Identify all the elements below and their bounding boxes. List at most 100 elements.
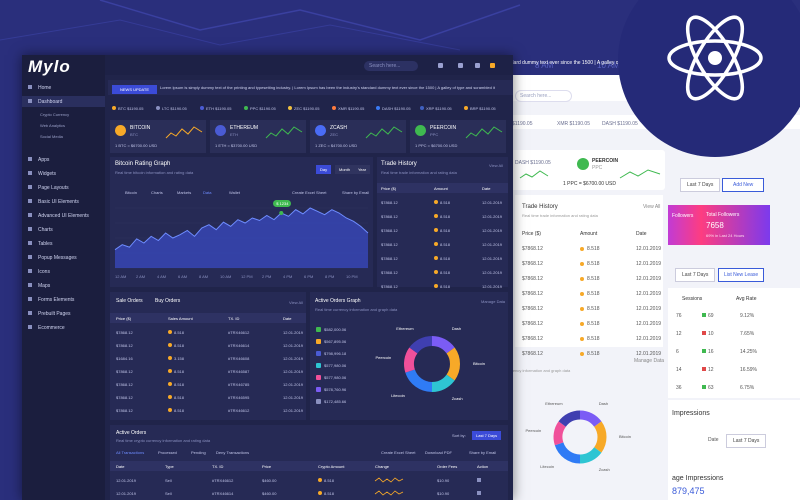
view-all[interactable]: View All (489, 163, 503, 168)
cell: #TRX46595 (228, 395, 250, 400)
sidebar-item[interactable]: Page Layouts (38, 185, 69, 191)
cell: 8.518 (587, 291, 600, 297)
legend-value: $577,980.06 (324, 363, 347, 368)
sparkline (165, 126, 203, 139)
news-label: NEWS UPDATE (112, 85, 158, 94)
x-label: 10 PM (346, 274, 358, 279)
sidebar-subitem[interactable]: Crypto Currency (40, 112, 70, 117)
legend-icon (316, 375, 321, 380)
sidebar-item[interactable]: Icons (38, 269, 50, 275)
table-head (110, 461, 508, 471)
sidebar-item[interactable]: Advanced UI Elements (38, 213, 89, 219)
sidebar-item[interactable]: Ecommerce (38, 325, 65, 331)
sidebar-icon (28, 269, 32, 273)
filter[interactable]: Charts (151, 190, 163, 195)
filter[interactable]: Bitcoin (125, 190, 138, 195)
tab[interactable]: Processed (158, 450, 177, 455)
add-button[interactable]: Add New (722, 178, 765, 192)
donut-segment (553, 421, 567, 446)
tab[interactable]: Buy Orders (155, 298, 181, 304)
sidebar-item[interactable]: Basic UI Elements (38, 199, 79, 205)
range-select[interactable]: Last 7 Days (726, 434, 767, 448)
sidebar-subitem[interactable]: Social Media (40, 134, 63, 139)
cell: $7868.12 (381, 200, 398, 205)
ticker-item: BRP $1190.05 (470, 106, 496, 111)
column-header: Date (283, 316, 292, 321)
tab[interactable]: Month (335, 165, 355, 174)
view-all[interactable]: View All (289, 300, 303, 305)
sidebar-item[interactable]: Forms Elements (38, 297, 75, 303)
cell: 8.518 (440, 242, 451, 247)
sidebar-item[interactable]: Popup Messages (38, 255, 77, 261)
range-select[interactable]: Last 7 Days (680, 178, 721, 192)
cell: 14 (676, 367, 682, 373)
sidebar-item[interactable]: Home (38, 85, 52, 91)
leads-button[interactable]: List New Lease (718, 268, 765, 282)
x-label: 4 AM (157, 274, 167, 279)
graphic (374, 490, 404, 496)
search-box[interactable]: Search here... (515, 90, 573, 102)
action[interactable]: Share by Email (469, 450, 497, 455)
filter[interactable]: Wallet (229, 190, 240, 195)
sidebar-item[interactable]: Apps (38, 157, 50, 163)
manage-link[interactable]: Manage Data (481, 299, 506, 304)
view-all[interactable]: View All (643, 204, 661, 210)
followers-title: Total Followers (706, 212, 740, 218)
cell: $7868.12 (522, 351, 543, 357)
tab[interactable]: Day (316, 165, 332, 174)
cell: 8.518 (587, 261, 600, 267)
sidebar-item[interactable]: Prebuilt Pages (38, 311, 71, 317)
graphic (465, 126, 503, 139)
cell: 12.01.2019 (482, 228, 503, 233)
cell: 12.01.2019 (116, 491, 137, 496)
cell: 12.01.2019 (283, 330, 304, 335)
logo: Mylo (28, 57, 71, 76)
cell: $7868.12 (381, 270, 398, 275)
sort-select[interactable]: Last 7 Days (472, 431, 502, 440)
cell: 12.01.2019 (482, 284, 503, 289)
filter[interactable]: Data (203, 190, 212, 195)
action[interactable]: Create Excel Sheet (381, 450, 416, 455)
news-bar (108, 80, 513, 95)
sidebar-item[interactable]: Tables (38, 241, 53, 247)
coin-icon (415, 125, 426, 136)
action[interactable]: Create Excel Sheet (292, 190, 327, 195)
tab[interactable]: Year (354, 165, 371, 174)
sidebar-item[interactable]: Dashboard (38, 99, 63, 105)
sparkline (365, 126, 403, 139)
sidebar-item[interactable]: Widgets (38, 171, 57, 177)
tab[interactable]: All Transactions (116, 450, 145, 455)
donut-segment (431, 336, 455, 354)
coin-rate: 1 PPC = $6700.00 USD (415, 143, 458, 148)
cell: 14.25% (740, 349, 757, 355)
sidebar-item[interactable]: Charts (38, 227, 53, 233)
cell: $7868.12 (381, 242, 398, 247)
tab[interactable]: Pending (191, 450, 206, 455)
legend-value: $567,895.06 (324, 339, 347, 344)
action[interactable]: Share by Email (342, 190, 370, 195)
manage-link[interactable]: Manage Data (634, 358, 665, 364)
tab[interactable]: Deny Transactions (216, 450, 250, 455)
filter[interactable]: Markets (177, 190, 192, 195)
cell: 8.518 (174, 343, 185, 348)
tab[interactable]: Sale Orders (116, 298, 143, 304)
cell: 12 (708, 367, 714, 373)
sidebar-item[interactable]: Maps (38, 283, 51, 289)
cell: 8.518 (324, 478, 335, 483)
x-label: 8 AM (199, 274, 209, 279)
cell: 8.518 (440, 256, 451, 261)
cell: 8.518 (174, 408, 185, 413)
action[interactable]: Download PDF (425, 450, 452, 455)
coin-dot (168, 343, 172, 347)
coin-dot (580, 322, 584, 326)
donut-segment (579, 447, 602, 464)
range-select[interactable]: Last 7 Days (675, 268, 716, 282)
sidebar-icon (28, 85, 32, 89)
search-box[interactable]: Search here... (364, 61, 419, 71)
tooltip: $ 1234 (273, 200, 292, 207)
coin-dot (318, 478, 322, 482)
cell: 12.01.2019 (283, 343, 304, 348)
coin-rate: 1 ETH = $3700.00 USD (215, 143, 258, 148)
sidebar-subitem[interactable]: Web Analytics (40, 123, 66, 128)
donut-segment (558, 410, 581, 427)
